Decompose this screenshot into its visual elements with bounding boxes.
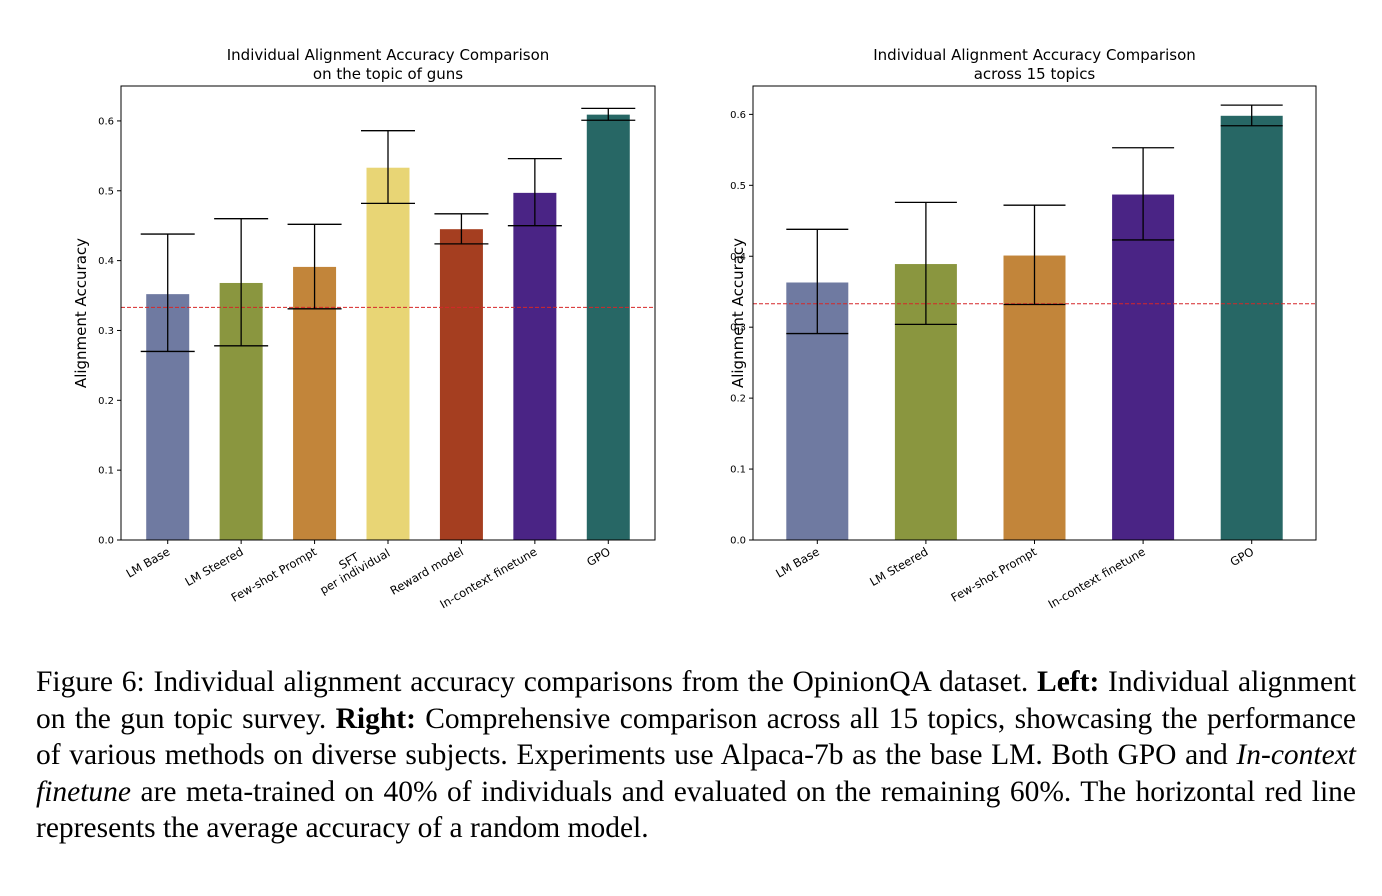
figure-caption: Figure 6: Individual alignment accuracy … (36, 664, 1356, 847)
x-tick-label-line: LM Steered (867, 544, 930, 589)
x-tick-label-line: GPO (584, 544, 613, 569)
x-tick-label: In-context finetune (1046, 544, 1148, 611)
caption-lead: Individual alignment accuracy comparison… (153, 666, 1029, 698)
chart-title-line: Individual Alignment Accuracy Comparison (873, 46, 1196, 64)
bar (439, 229, 483, 540)
x-tick-label-line: LM Base (124, 544, 173, 580)
y-axis-label: Alignment Accuracy (72, 238, 90, 388)
y-tick-label: 0.0 (730, 536, 746, 547)
caption-rest-text: are meta-trained on 40% of individuals a… (36, 775, 1356, 845)
y-tick-label: 0.5 (98, 186, 114, 197)
bar (513, 192, 557, 540)
y-tick-label: 0.6 (98, 116, 114, 127)
y-tick-label: 0.0 (98, 536, 114, 547)
x-tick-label: GPO (1228, 544, 1257, 569)
y-tick-label: 0.5 (730, 181, 746, 192)
x-tick-label: LM Steered (183, 544, 246, 589)
chart-title-line: Individual Alignment Accuracy Comparison (227, 46, 550, 64)
y-tick-label: 0.3 (730, 323, 746, 334)
caption-left-text: Individual alignment on the gun topic su… (36, 666, 1357, 735)
bar (586, 114, 630, 540)
x-tick-label-line: In-context finetune (1046, 544, 1148, 611)
x-tick-label-line: Few-shot Prompt (949, 544, 1040, 605)
right-chart: Individual Alignment Accuracy Comparison… (729, 46, 1317, 611)
caption-right-label: Right: (335, 702, 416, 735)
x-tick-label: Few-shot Prompt (949, 544, 1040, 605)
bar (366, 167, 410, 540)
x-tick-label: LM Steered (867, 544, 930, 589)
y-tick-label: 0.6 (730, 110, 746, 121)
x-tick-label: LM Base (124, 544, 173, 580)
x-tick-label-line: LM Base (773, 544, 822, 580)
y-tick-label: 0.2 (98, 396, 114, 407)
y-tick-label: 0.1 (98, 466, 114, 477)
y-tick-label: 0.3 (98, 326, 114, 337)
x-tick-label: SFTper individual (311, 535, 392, 597)
y-tick-label: 0.1 (730, 465, 746, 476)
x-tick-label-line: GPO (1228, 544, 1257, 569)
caption-italic-term: In-context finetune (36, 739, 1356, 808)
left-chart: Individual Alignment Accuracy Comparison… (72, 46, 656, 611)
y-tick-label: 0.2 (730, 394, 746, 405)
bar (1112, 194, 1175, 541)
bar (1220, 115, 1283, 540)
x-tick-label-line: LM Steered (183, 544, 246, 589)
bar (293, 266, 337, 540)
x-tick-label: GPO (584, 544, 613, 569)
chart-title-line: on the topic of guns (313, 65, 463, 83)
y-tick-label: 0.4 (98, 256, 114, 267)
caption-label: Figure 6: (36, 666, 145, 698)
caption-left-label: Left: (1037, 666, 1100, 698)
y-axis-label: Alignment Accuracy (729, 238, 747, 388)
caption-right-text: Comprehensive comparison across all 15 t… (36, 702, 1357, 772)
chart-title-line: across 15 topics (974, 65, 1096, 83)
x-tick-label: LM Base (773, 544, 822, 580)
y-tick-label: 0.4 (730, 252, 746, 263)
